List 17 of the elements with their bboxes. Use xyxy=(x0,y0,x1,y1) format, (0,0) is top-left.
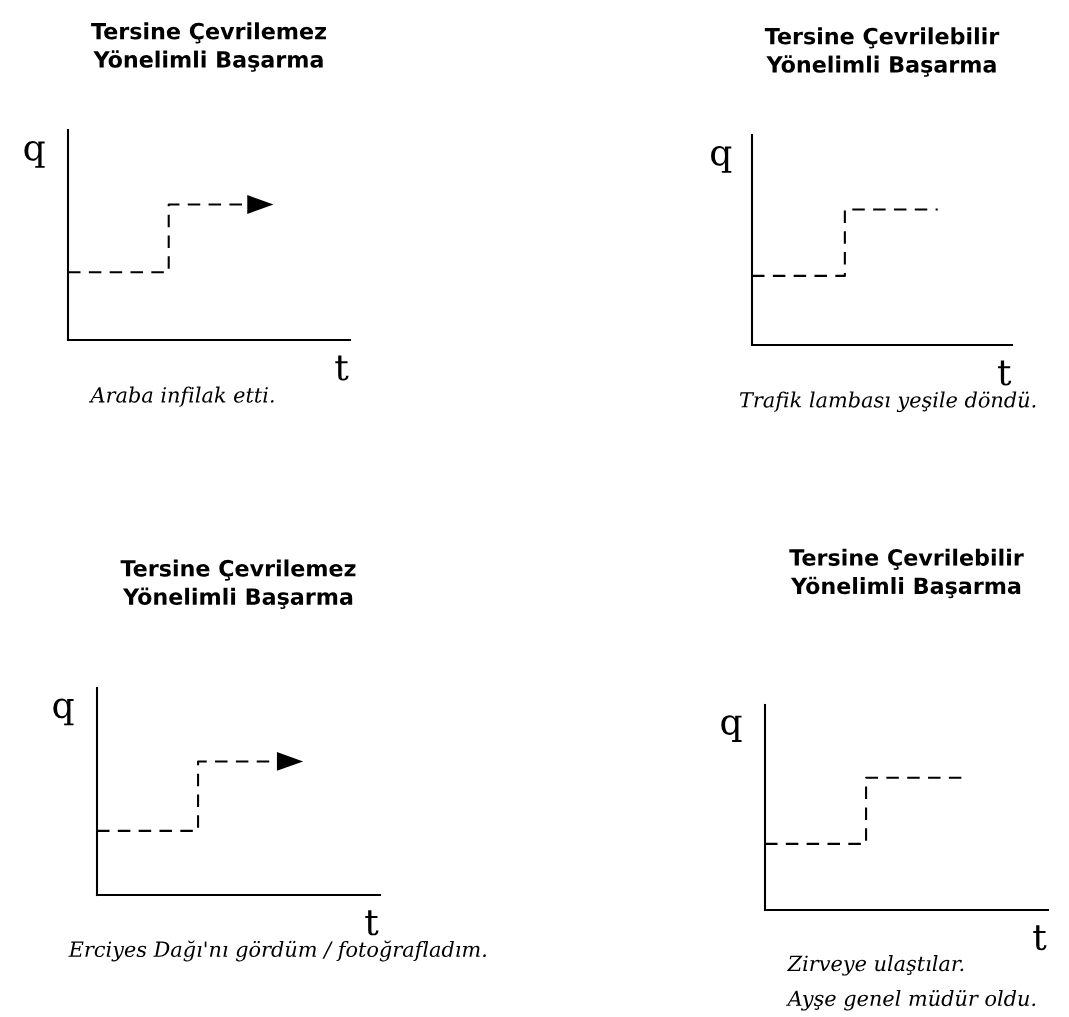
y-axis-title: q xyxy=(24,141,45,168)
x-axis-title: t xyxy=(1033,925,1047,951)
text: Erciyes Dağı'nı gördüm / fotoğrafladım. xyxy=(68,940,486,962)
y-axis-title: q xyxy=(721,715,742,742)
y-axis-title: q xyxy=(711,146,732,173)
chart-title: Tersine Çevrilemez Yönelimli Başarma xyxy=(91,22,326,72)
x-axis-title: t xyxy=(997,360,1012,386)
text: Trafik lambası yeşile döndü. xyxy=(739,391,1036,412)
chart-title: Tersine Çevrilemez Yönelimli Başarma xyxy=(120,559,356,610)
text: Zirveye ulaştılar. xyxy=(787,955,964,976)
x-axis-title: t xyxy=(335,355,349,381)
x-axis-title: t xyxy=(365,910,379,936)
text: Ayşe genel müdür oldu. xyxy=(786,989,1036,1011)
y-axis-title: q xyxy=(53,698,74,726)
chart-title: Tersine Çevrilebilir Yönelimli Başarma xyxy=(764,27,1000,77)
text: Araba infilak etti. xyxy=(88,386,274,407)
chart-title: Tersine Çevrilebilir Yönelimli Başarma xyxy=(789,548,1024,599)
